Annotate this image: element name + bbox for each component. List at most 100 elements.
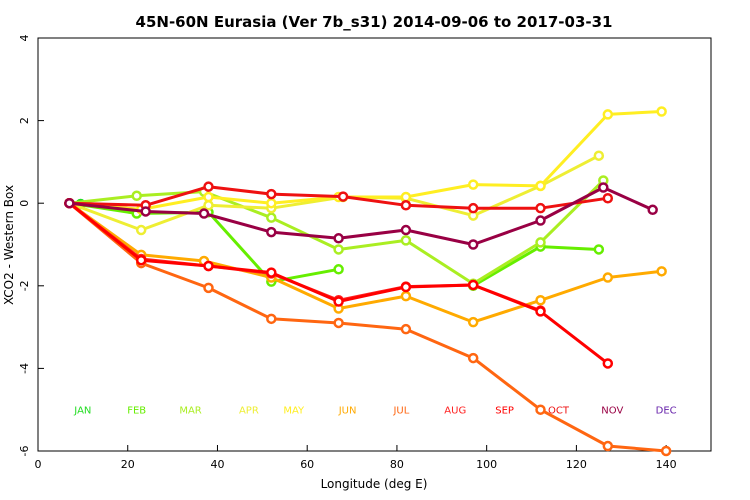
data-point-nov — [198, 208, 210, 219]
data-point-jul — [333, 317, 344, 329]
data-point-nov — [467, 239, 479, 250]
legend-label-jan: JAN — [73, 406, 91, 417]
y-tick-label: 2 — [18, 117, 31, 124]
legend-label-dec: DEC — [656, 406, 677, 417]
data-point-jul — [602, 440, 614, 452]
data-point-oct — [337, 191, 349, 202]
data-point-sep — [135, 254, 147, 266]
data-point-may — [266, 197, 277, 209]
legend-label-apr: APR — [239, 406, 259, 417]
y-axis-label: XCO2 - Western Box — [2, 185, 16, 305]
data-point-oct — [535, 202, 546, 214]
data-point-may — [656, 106, 667, 117]
data-point-nov — [400, 224, 412, 236]
data-point-sep — [333, 296, 344, 307]
data-point-nov — [266, 226, 277, 238]
data-point-oct — [602, 192, 614, 204]
data-point-mar — [131, 190, 142, 202]
data-point-apr — [203, 200, 214, 211]
y-axis: -6 -4 -2 0 2 4 — [18, 35, 44, 457]
legend: JAN FEB MAR APR MAY JUN JUL AUG SEP OCT NOV DEC — [73, 406, 676, 417]
data-point-jun — [400, 290, 412, 302]
data-point-jun — [467, 316, 479, 328]
data-point-jul — [266, 313, 277, 325]
y-tick-label: -6 — [18, 446, 31, 457]
data-point-nov — [598, 182, 609, 193]
legend-label-jul: JUL — [392, 406, 409, 417]
series-layer — [64, 106, 672, 457]
series-jun — [64, 197, 667, 328]
x-tick-label: 20 — [121, 458, 135, 471]
data-point-feb — [333, 264, 344, 275]
x-tick-label: 100 — [476, 458, 497, 471]
data-point-jul — [535, 404, 546, 415]
series-line-may — [67, 110, 664, 211]
series-line-jul — [67, 201, 668, 453]
data-point-nov — [647, 204, 658, 216]
data-point-oct — [203, 181, 214, 192]
data-point-nov — [535, 215, 546, 226]
data-point-mar — [535, 237, 546, 248]
data-point-oct — [266, 188, 277, 200]
data-point-jul — [467, 352, 479, 364]
x-axis-label: Longitude (deg E) — [321, 477, 428, 491]
data-point-may — [203, 191, 214, 203]
y-tick-label: -2 — [18, 280, 31, 291]
data-point-mar — [266, 212, 277, 223]
data-point-apr — [593, 150, 605, 161]
x-axis: 0 20 40 60 80 100 120 140 — [35, 445, 677, 471]
legend-label-mar: MAR — [179, 406, 201, 417]
series-jul — [64, 197, 672, 457]
data-point-jul — [660, 445, 672, 457]
series-line-nov — [67, 186, 655, 246]
series-line-jun — [67, 201, 664, 324]
series-apr — [64, 150, 605, 236]
data-point-oct — [400, 200, 412, 211]
legend-label-feb: FEB — [127, 406, 146, 417]
data-point-sep — [266, 267, 277, 278]
legend-label-sep: SEP — [495, 406, 514, 417]
data-point-may — [602, 109, 614, 120]
legend-label-nov: NOV — [601, 406, 623, 417]
legend-label-oct: OCT — [548, 406, 570, 417]
x-tick-label: 80 — [390, 458, 404, 471]
y-tick-label: -4 — [18, 363, 31, 374]
x-tick-label: 60 — [300, 458, 314, 471]
data-point-may — [467, 179, 479, 190]
data-point-jun — [535, 295, 546, 306]
data-point-feb — [593, 244, 605, 255]
data-point-mar — [333, 244, 344, 255]
data-point-may — [535, 180, 546, 192]
series-nov — [64, 182, 658, 250]
data-point-sep — [203, 260, 214, 272]
data-point-jul — [400, 323, 412, 335]
data-point-apr — [135, 224, 147, 236]
data-point-nov — [140, 206, 151, 217]
data-point-sep — [602, 358, 614, 369]
legend-label-may: MAY — [283, 406, 305, 417]
legend-label-jun: JUN — [338, 406, 357, 417]
data-point-sep — [535, 306, 546, 317]
y-tick-label: 0 — [18, 200, 31, 207]
data-point-sep — [467, 279, 479, 291]
plot-frame — [37, 37, 712, 452]
x-tick-label: 40 — [210, 458, 224, 471]
data-point-jun — [602, 272, 614, 283]
x-tick-label: 0 — [35, 458, 42, 471]
chart-title: 45N-60N Eurasia (Ver 7b_s31) 2014-09-06 … — [136, 13, 613, 31]
data-point-jun — [656, 266, 667, 277]
legend-label-aug: AUG — [444, 406, 466, 417]
y-tick-label: 4 — [18, 35, 31, 42]
data-point-sep — [400, 281, 412, 293]
data-point-mar — [400, 235, 412, 246]
data-point-jul — [203, 282, 214, 294]
data-point-oct — [467, 202, 479, 214]
x-tick-label: 140 — [656, 458, 677, 471]
data-point-nov — [333, 233, 344, 244]
x-tick-label: 120 — [566, 458, 587, 471]
data-point-nov — [64, 197, 75, 209]
series-may — [64, 106, 667, 215]
data-point-may — [400, 191, 412, 203]
series-line-apr — [67, 154, 601, 232]
